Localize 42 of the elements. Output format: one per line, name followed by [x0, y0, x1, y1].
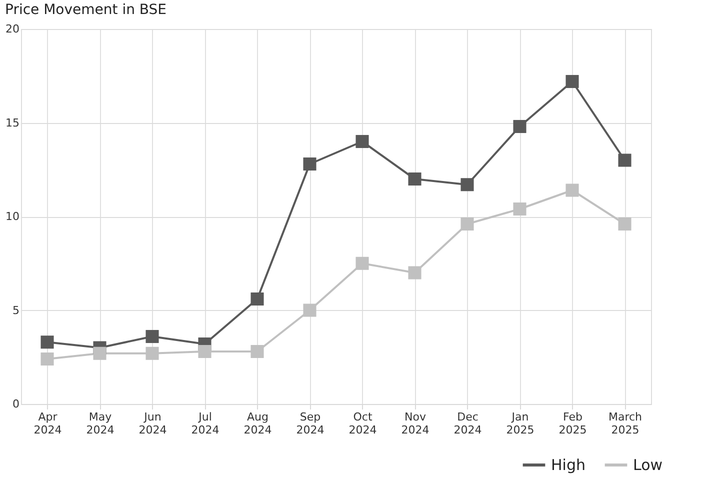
point	[460, 178, 474, 192]
x-tick-label: Oct 2024	[348, 410, 377, 436]
x-tick-label: May 2024	[86, 410, 114, 436]
x-tick-label: Nov 2024	[401, 410, 430, 436]
x-tick-label: Jul 2024	[191, 410, 220, 436]
point	[513, 120, 526, 134]
y-tick-label: 20	[6, 22, 20, 36]
y-tick-label: 0	[12, 398, 20, 410]
point	[93, 346, 106, 360]
x-tick-label: Feb 2025	[558, 410, 587, 436]
point	[618, 154, 632, 167]
x-tick-label: Jun 2024	[138, 410, 167, 436]
point	[250, 344, 264, 358]
x-tick-label: Aug 2024	[244, 410, 272, 436]
point	[460, 217, 474, 231]
point	[40, 336, 54, 349]
chart-title: Price Movement in BSE	[5, 2, 167, 18]
point	[566, 184, 579, 197]
point	[408, 172, 422, 186]
x-tick-label: Sep 2024	[296, 410, 324, 436]
point	[618, 217, 632, 231]
y-tick-label: 5	[12, 304, 20, 317]
point	[513, 202, 526, 216]
point	[303, 304, 316, 317]
point	[566, 74, 579, 88]
y-tick-label: 15	[6, 116, 20, 130]
point	[146, 330, 159, 344]
x-tick-label: Jan 2025	[506, 410, 534, 436]
legend-label: Low	[633, 456, 663, 474]
x-tick-label: Apr 2024	[34, 410, 62, 436]
point	[40, 352, 54, 366]
legend-label: High	[551, 456, 586, 474]
y-tick-label: 10	[6, 210, 20, 223]
point	[408, 266, 422, 280]
x-tick-label: Dec 2024	[454, 410, 482, 436]
point	[303, 157, 316, 171]
x-tick-label: March 2025	[608, 410, 642, 436]
point	[250, 292, 264, 306]
point	[146, 346, 159, 360]
point	[356, 134, 369, 148]
point	[356, 256, 369, 270]
point	[198, 344, 212, 358]
